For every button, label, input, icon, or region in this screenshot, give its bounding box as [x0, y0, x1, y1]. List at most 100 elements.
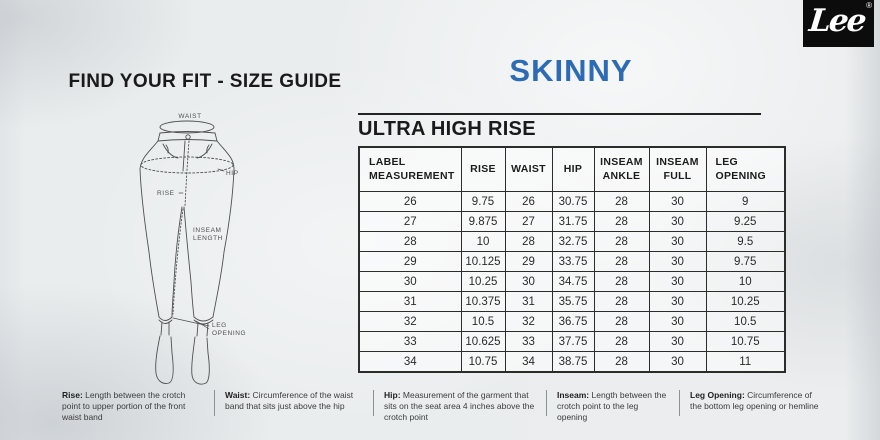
- diagram-label-waist: WAIST: [178, 113, 201, 120]
- table-cell: 10.75: [460, 351, 506, 373]
- table-cell: 30.75: [551, 191, 595, 212]
- table-cell: 10.25: [705, 291, 786, 312]
- column-header-waist: WAIST: [504, 146, 553, 192]
- table-cell: 26: [504, 191, 553, 212]
- definition-text: Circumference of the waist band that sit…: [225, 390, 354, 411]
- size-table-body: 26 9.75 26 30.75 28 30 9 27 9.875 27 31.75 28 30 9.25…: [358, 191, 786, 373]
- table-cell: 30: [648, 331, 707, 352]
- table-cell: 31: [504, 291, 553, 312]
- table-cell: 10.5: [460, 311, 506, 332]
- diagram-label-leg-opening-line1: LEG: [212, 322, 227, 329]
- table-cell: 30: [504, 271, 553, 292]
- fit-style-title: SKINNY: [509, 53, 633, 88]
- table-cell: 9.75: [460, 191, 506, 212]
- table-cell: 9.25: [705, 211, 786, 232]
- table-cell: 28: [593, 311, 650, 332]
- table-cell: 34: [504, 351, 553, 373]
- definition-term: Waist:: [225, 390, 253, 400]
- registered-trademark-icon: ®: [866, 1, 872, 10]
- table-cell: 10: [460, 231, 506, 252]
- footer-divider: [214, 390, 215, 416]
- size-table-header: LABEL MEASUREMENT RISE WAIST HIP INSEAM ANKL…: [358, 146, 786, 192]
- definition-rise: Rise: Length between the crotch point to…: [62, 390, 204, 423]
- table-cell: 27: [504, 211, 553, 232]
- rise-category-title: ULTRA HIGH RISE: [358, 118, 536, 140]
- table-cell: 10.25: [460, 271, 506, 292]
- table-cell: 9.875: [460, 211, 506, 232]
- table-cell: 32: [358, 311, 462, 332]
- table-cell: 28: [593, 291, 650, 312]
- measurement-definitions: Rise: Length between the crotch point to…: [62, 390, 826, 423]
- table-cell: 28: [358, 231, 462, 252]
- table-row: 27 9.875 27 31.75 28 30 9.25: [358, 211, 786, 232]
- table-cell: 28: [593, 231, 650, 252]
- table-cell: 30: [648, 311, 707, 332]
- definition-waist: Waist: Circumference of the waist band t…: [225, 390, 363, 412]
- column-header-leg-opening: LEG OPENING: [705, 146, 786, 192]
- size-table: LABEL MEASUREMENT RISE WAIST HIP INSEAM ANKL…: [358, 146, 786, 373]
- definition-text: Circumference of the bottom leg opening …: [690, 390, 819, 411]
- table-cell: 26: [358, 191, 462, 212]
- table-cell: 10.125: [460, 251, 506, 272]
- table-row: 31 10.375 31 35.75 28 30 10.25: [358, 291, 786, 312]
- footer-divider: [546, 390, 547, 416]
- table-cell: 30: [648, 271, 707, 292]
- table-cell: 9.5: [705, 231, 786, 252]
- table-cell: 10.75: [705, 331, 786, 352]
- table-cell: 28: [593, 191, 650, 212]
- diagram-label-inseam-line2: LENGTH: [193, 235, 223, 242]
- definition-term: Leg Opening:: [690, 390, 748, 400]
- table-cell: 33: [504, 331, 553, 352]
- definition-text: Length between the crotch point to upper…: [62, 390, 186, 422]
- table-cell: 30: [648, 211, 707, 232]
- table-cell: 36.75: [551, 311, 595, 332]
- definition-leg-opening: Leg Opening: Circumference of the bottom…: [690, 390, 826, 412]
- table-cell: 28: [593, 331, 650, 352]
- definition-hip: Hip: Measurement of the garment that sit…: [384, 390, 536, 423]
- table-cell: 28: [593, 251, 650, 272]
- footer-divider: [373, 390, 374, 416]
- lee-logo: Lee ®: [803, 0, 874, 47]
- lee-logo-text: Lee: [807, 3, 867, 39]
- page-title: FIND YOUR FIT - SIZE GUIDE: [68, 71, 342, 92]
- table-row: 34 10.75 34 38.75 28 30 11: [358, 351, 786, 373]
- table-row: 29 10.125 29 33.75 28 30 9.75: [358, 251, 786, 272]
- definition-term: Rise:: [62, 390, 86, 400]
- footer-divider: [679, 390, 680, 416]
- table-cell: 30: [648, 231, 707, 252]
- table-cell: 9: [705, 191, 786, 212]
- table-cell: 30: [648, 191, 707, 212]
- table-cell: 30: [648, 351, 707, 373]
- column-header-rise: RISE: [460, 146, 506, 192]
- definition-inseam: Inseam: Length between the crotch point …: [557, 390, 669, 423]
- table-cell: 34.75: [551, 271, 595, 292]
- diagram-label-hip: HIP: [226, 170, 239, 177]
- table-cell: 32.75: [551, 231, 595, 252]
- table-cell: 33.75: [551, 251, 595, 272]
- diagram-label-leg-opening-line2: OPENING: [212, 330, 246, 337]
- table-cell: 28: [593, 351, 650, 373]
- table-cell: 30: [358, 271, 462, 292]
- button-icon: [185, 134, 191, 140]
- table-cell: 11: [705, 351, 786, 373]
- table-cell: 28: [593, 271, 650, 292]
- table-cell: 31.75: [551, 211, 595, 232]
- table-cell: 33: [358, 331, 462, 352]
- table-cell: 29: [504, 251, 553, 272]
- table-cell: 27: [358, 211, 462, 232]
- definition-term: Inseam:: [557, 390, 592, 400]
- table-cell: 29: [358, 251, 462, 272]
- table-cell: 34: [358, 351, 462, 373]
- definition-text: Length between the crotch point to the l…: [557, 390, 667, 422]
- table-row: 30 10.25 30 34.75 28 30 10: [358, 271, 786, 292]
- diagram-label-inseam-line1: INSEAM: [193, 227, 222, 234]
- section-divider-line: [358, 113, 761, 115]
- table-row: 33 10.625 33 37.75 28 30 10.75: [358, 331, 786, 352]
- table-cell: 37.75: [551, 331, 595, 352]
- jeans-measurement-diagram: WAIST HIP RISE INSEAM LENGTH LEG OPENING: [139, 113, 246, 385]
- column-header-hip: HIP: [551, 146, 595, 192]
- table-cell: 38.75: [551, 351, 595, 373]
- table-row: 28 10 28 32.75 28 30 9.5: [358, 231, 786, 252]
- waist-ellipse: [159, 120, 215, 134]
- table-cell: 30: [648, 291, 707, 312]
